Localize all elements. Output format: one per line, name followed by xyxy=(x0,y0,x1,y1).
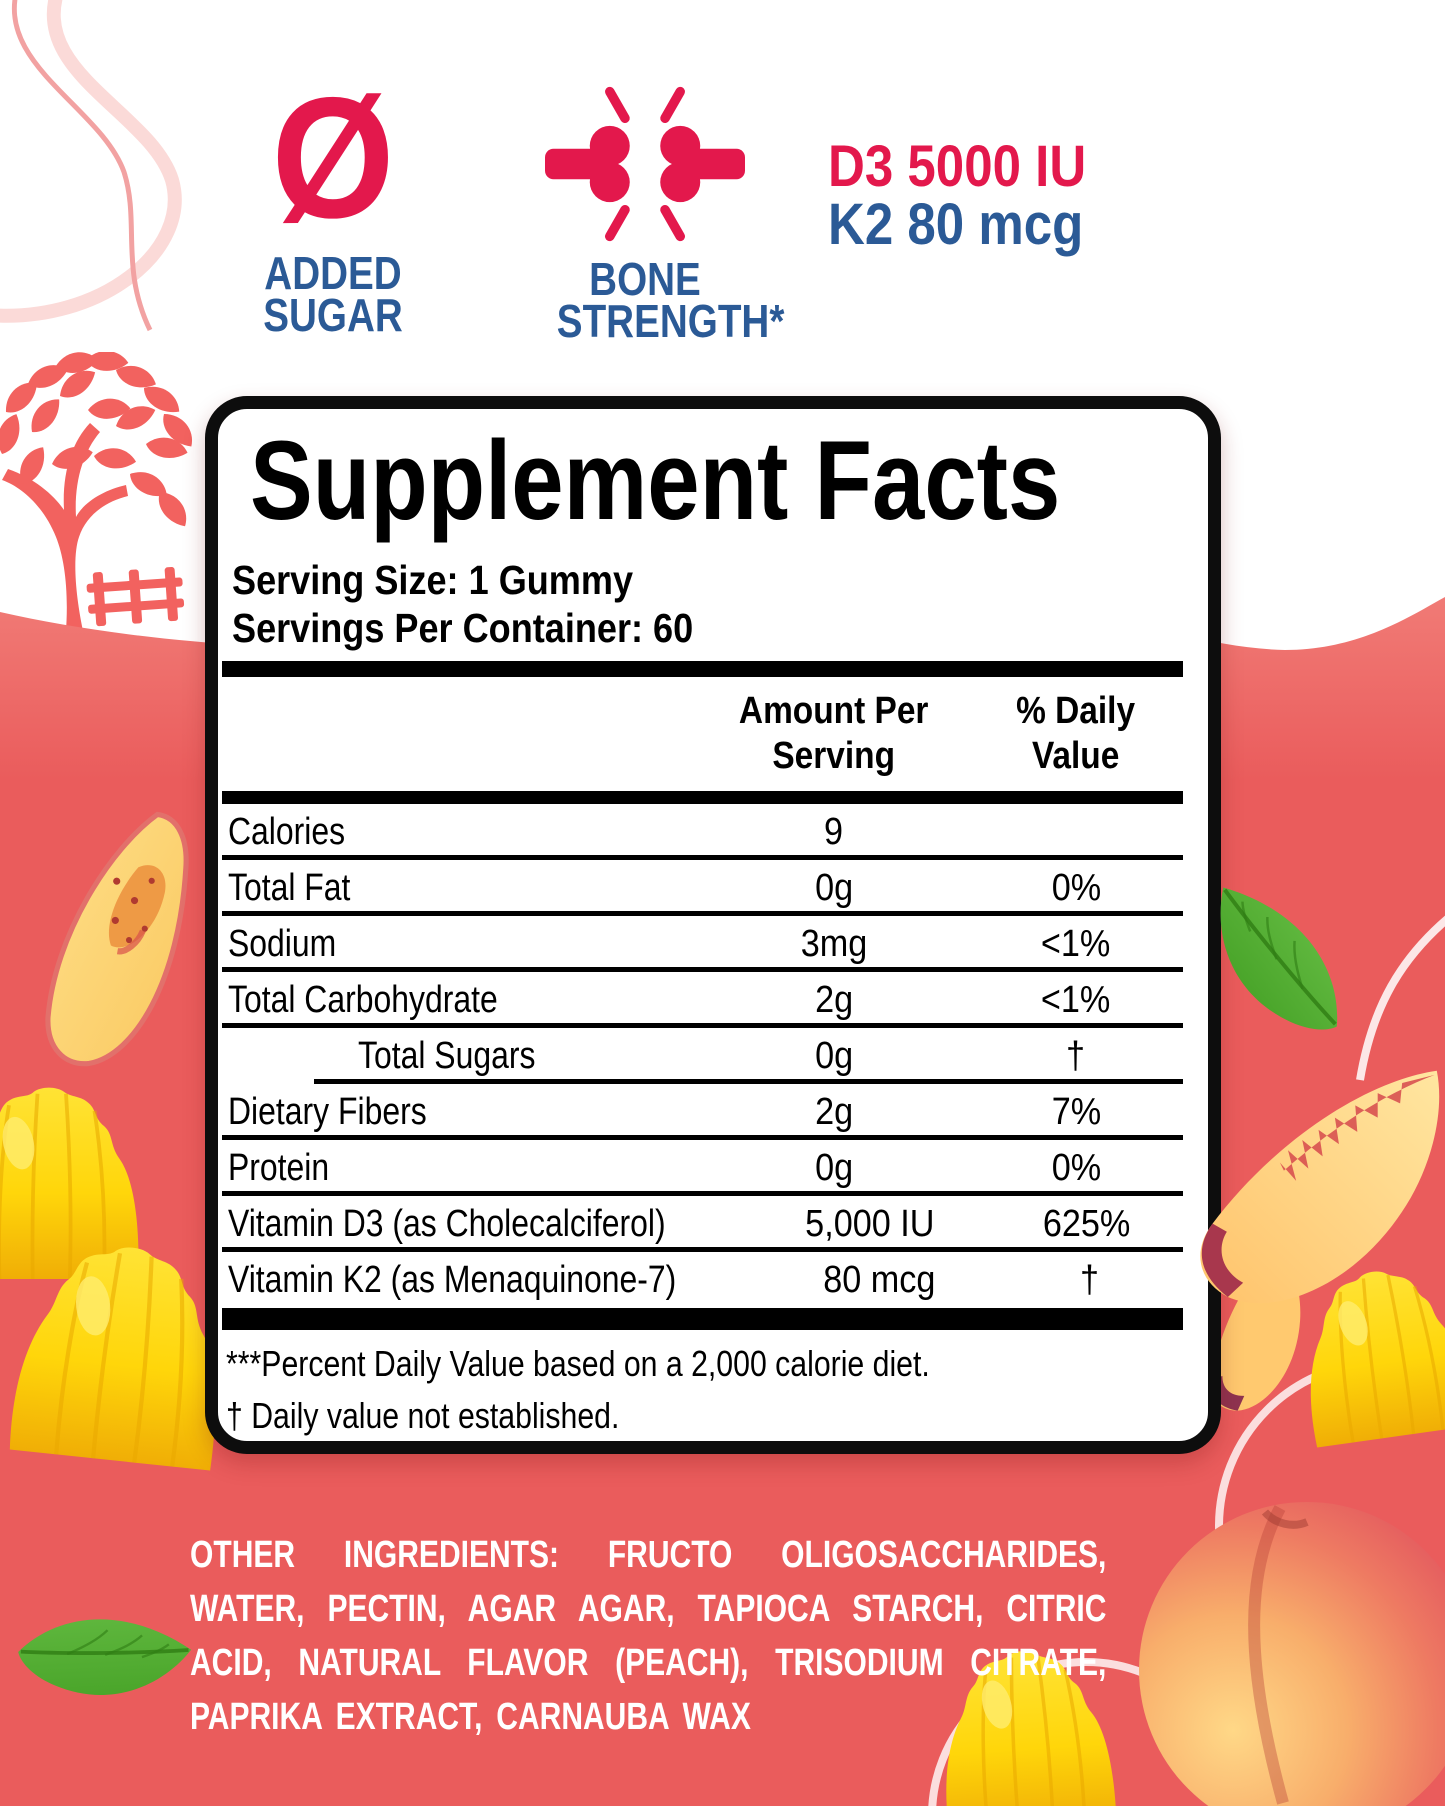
divider-thick xyxy=(222,1308,1183,1330)
nutrient-label: Vitamin D3 (as Cholecalciferol) xyxy=(228,1202,666,1245)
bone-strength-badge: BONE STRENGTH* xyxy=(540,78,784,344)
nutrient-daily-value: 0% xyxy=(1051,866,1101,909)
peach-slice-icon xyxy=(1200,1070,1440,1304)
table-row: Total Fat 0g 0% xyxy=(222,860,1183,916)
leaf-icon xyxy=(18,1619,192,1695)
nutrient-daily-value: 625% xyxy=(1043,1202,1131,1245)
added-sugar-label-line1: ADDED xyxy=(264,247,402,299)
bone-strength-icon xyxy=(545,86,745,242)
table-row: Calories 9 xyxy=(222,804,1183,860)
table-header-row: Amount Per Serving % Daily Value xyxy=(222,689,1183,779)
nutrient-daily-value: <1% xyxy=(1041,922,1111,965)
nutrient-daily-value xyxy=(969,811,1183,854)
supplement-facts-panel: Supplement Facts Serving Size: 1 Gummy S… xyxy=(205,396,1221,1454)
nutrient-label: Calories xyxy=(228,810,346,853)
other-ingredients-paragraph: OTHER INGREDIENTS: FRUCTO OLIGOSACCHARID… xyxy=(190,1528,1106,1744)
nutrient-amount: 80 mcg xyxy=(823,1258,936,1301)
nutrient-daily-value: 7% xyxy=(1051,1090,1101,1133)
divider-thick xyxy=(222,661,1183,677)
table-row: Total Carbohydrate 2g <1% xyxy=(222,972,1183,1028)
footnote-daily-value: ***Percent Daily Value based on a 2,000 … xyxy=(226,1343,930,1384)
peach-slice-icon xyxy=(45,811,189,1067)
fence-icon xyxy=(86,567,185,627)
serving-size-text: Serving Size: 1 Gummy xyxy=(232,557,634,603)
gummy-icon xyxy=(9,1247,216,1471)
nutrient-amount: 0g xyxy=(814,866,854,909)
table-row: Sodium 3mg <1% xyxy=(222,916,1183,972)
swoosh-line-icon xyxy=(0,0,182,332)
nutrient-label: Vitamin K2 (as Menaquinone-7) xyxy=(228,1258,677,1301)
table-row: Protein 0g 0% xyxy=(222,1140,1183,1196)
whole-peach-icon xyxy=(1139,1502,1445,1806)
table-row: Total Sugars 0g † xyxy=(222,1028,1183,1084)
bone-strength-label-line1: BONE xyxy=(589,253,701,305)
panel-title: Supplement Facts xyxy=(250,418,1061,543)
servings-per-container-text: Servings Per Container: 60 xyxy=(232,605,694,651)
nutrient-amount: 5,000 IU xyxy=(805,1202,935,1245)
nutrient-amount: 9 xyxy=(824,810,844,853)
facts-rows: Calories 9 Total Fat 0g 0% Sodium 3mg <1% Total … xyxy=(222,804,1183,1308)
zero-added-sugar-badge: Ø ADDED SUGAR xyxy=(248,62,418,341)
amount-per-serving-header: Amount Per Serving xyxy=(739,690,929,777)
nutrient-label: Protein xyxy=(228,1146,330,1189)
nutrient-amount: 0g xyxy=(814,1034,854,1077)
d3-dosage-text: D3 5000 IU xyxy=(828,134,1087,199)
gummy-icon xyxy=(946,1651,1117,1806)
table-row: Dietary Fibers 2g 7% xyxy=(222,1084,1183,1140)
added-sugar-label-line2: SUGAR xyxy=(263,289,403,341)
zero-slash-icon: Ø xyxy=(271,62,395,254)
other-ingredients-label: OTHER INGREDIENTS: xyxy=(190,1534,560,1576)
nutrient-amount: 2g xyxy=(814,1090,854,1133)
nutrient-daily-value: 0% xyxy=(1051,1146,1101,1189)
nutrient-label: Sodium xyxy=(228,922,337,965)
table-row: Vitamin D3 (as Cholecalciferol) 5,000 IU 6… xyxy=(222,1196,1183,1252)
nutrient-label: Total Sugars xyxy=(358,1034,536,1077)
nutrient-daily-value: <1% xyxy=(1041,978,1111,1021)
farm-tree-icon xyxy=(0,352,198,652)
nutrient-label: Total Carbohydrate xyxy=(228,978,498,1021)
nutrient-label: Dietary Fibers xyxy=(228,1090,427,1133)
k2-dosage-text: K2 80 mcg xyxy=(828,192,1084,257)
nutrient-amount: 3mg xyxy=(800,922,868,965)
leaf-icon xyxy=(1220,887,1338,1030)
nutrient-daily-value: † xyxy=(1066,1034,1086,1077)
dosage-callout: D3 5000 IU K2 80 mcg xyxy=(828,138,1121,254)
table-row: Vitamin K2 (as Menaquinone-7) 80 mcg † xyxy=(222,1252,1183,1308)
divider-thick xyxy=(222,791,1183,804)
nutrient-daily-value: † xyxy=(1080,1258,1100,1301)
gummy-icon xyxy=(1310,1271,1445,1448)
footnote-not-established: † Daily value not established. xyxy=(226,1395,620,1436)
nutrient-amount: 0g xyxy=(814,1146,854,1189)
daily-value-header: % Daily Value xyxy=(1016,690,1136,777)
other-ingredients-text: FRUCTO OLIGOSACCHARIDES, WATER, PECTIN, … xyxy=(190,1534,1107,1738)
nutrient-amount: 2g xyxy=(814,978,854,1021)
nutrient-label: Total Fat xyxy=(228,866,351,909)
